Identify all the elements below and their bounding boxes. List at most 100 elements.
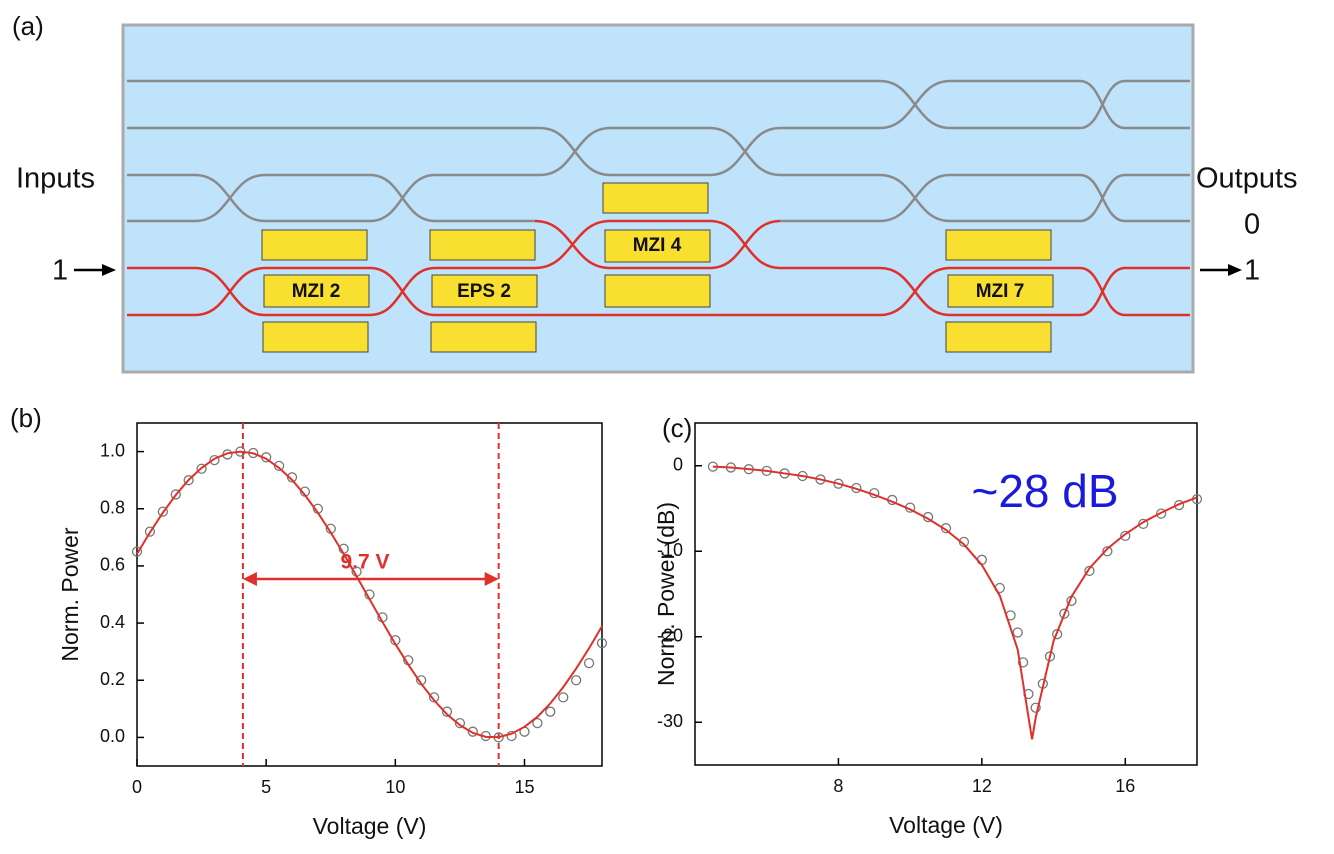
heater — [945, 229, 1052, 261]
data-point — [196, 463, 207, 474]
x-tick-label: 8 — [833, 776, 843, 796]
output-arrow-head — [1228, 264, 1242, 276]
y-tick-label: 0.2 — [100, 669, 125, 689]
y-tick-label: 0.0 — [100, 726, 125, 746]
panel-label: (b) — [10, 403, 42, 433]
data-point — [454, 717, 466, 729]
outputs-label: Outputs — [1196, 163, 1298, 195]
coupler — [369, 266, 436, 317]
x-tick-label: 10 — [385, 777, 405, 797]
coupler — [194, 173, 266, 223]
component-label: MZI 4 — [633, 235, 682, 256]
coupler — [879, 173, 951, 223]
data-point — [183, 475, 194, 486]
data-point — [144, 526, 156, 537]
data-point — [1120, 530, 1131, 542]
data-point — [583, 657, 595, 669]
data-point — [1059, 608, 1070, 619]
y-tick-label: -30 — [657, 711, 683, 731]
arrow-head — [242, 572, 257, 586]
x-tick-label: 12 — [972, 776, 992, 796]
data-point — [976, 554, 988, 565]
y-axis-label: Norm. Power — [57, 527, 83, 662]
heater — [431, 274, 538, 308]
fit-line — [136, 450, 603, 739]
coupler — [1079, 266, 1126, 317]
y-tick-label: -10 — [657, 540, 683, 560]
plot-frame — [136, 422, 603, 767]
plot-frame — [694, 422, 1198, 766]
y-tick-label: 0.6 — [100, 555, 125, 575]
y-tick-label: 0 — [673, 455, 683, 475]
component-label: MZI 7 — [976, 281, 1025, 302]
diagram: MZI 2 EPS 2 MZI 4 MZI 7 (a) Inputs Outpu… — [12, 11, 1298, 374]
x-axis-label: Voltage (V) — [313, 813, 427, 839]
heater — [604, 274, 711, 308]
coupler — [369, 173, 436, 223]
output-port: 0 — [1244, 209, 1260, 241]
y-tick-label: 0.4 — [100, 612, 125, 632]
data-point — [571, 675, 582, 686]
heater — [429, 229, 536, 261]
x-tick-label: 5 — [261, 777, 271, 797]
coupler — [534, 219, 611, 270]
y-tick-label: 1.0 — [100, 440, 125, 460]
y-tick-label: -20 — [657, 626, 683, 646]
data-point — [131, 546, 143, 557]
data-point — [286, 472, 298, 483]
heater — [945, 321, 1052, 353]
output-port: 1 — [1244, 255, 1260, 287]
component-label: EPS 2 — [457, 281, 511, 302]
data-point — [833, 478, 844, 489]
coupler — [879, 79, 951, 130]
data-point — [1012, 627, 1023, 638]
coupler — [1079, 79, 1126, 130]
data-point — [1155, 508, 1167, 519]
component-label: MZI 2 — [292, 281, 341, 302]
data-point — [532, 717, 543, 729]
heater — [263, 274, 370, 308]
data-point — [506, 730, 517, 742]
data-point — [1173, 499, 1185, 511]
heater — [430, 321, 537, 353]
data-point — [1102, 546, 1113, 557]
fit-line — [712, 465, 1198, 740]
x-tick-label: 0 — [132, 777, 142, 797]
data-point — [1084, 565, 1095, 577]
data-point — [157, 506, 168, 517]
heater — [262, 321, 369, 353]
input-port: 1 — [52, 255, 68, 287]
data-point — [428, 692, 440, 703]
data-point — [1138, 518, 1149, 530]
x-axis-label: Voltage (V) — [889, 812, 1003, 838]
data-point — [558, 692, 569, 703]
waveguides — [127, 79, 1190, 317]
data-point — [209, 455, 220, 466]
data-point — [170, 489, 181, 500]
heater — [604, 229, 711, 263]
data-point — [1030, 702, 1041, 713]
coupler — [539, 126, 611, 177]
data-point — [596, 637, 608, 649]
y-tick-label: 0.8 — [100, 498, 125, 518]
data-point — [1017, 657, 1029, 668]
heater — [947, 274, 1054, 308]
coupler — [1079, 173, 1126, 223]
coupler — [879, 266, 951, 317]
x-tick-label: 15 — [514, 777, 534, 797]
annotation: ~28 dB — [971, 465, 1118, 517]
arrow-head — [484, 572, 499, 586]
panel-label: (a) — [12, 11, 44, 41]
coupler — [709, 219, 781, 270]
x-tick-label: 16 — [1115, 776, 1135, 796]
inputs-label: Inputs — [16, 163, 95, 195]
coupler — [709, 126, 781, 177]
y-axis-label: Norm. Power (dB) — [653, 502, 679, 686]
data-point — [1044, 651, 1056, 662]
heater — [602, 182, 709, 214]
data-point — [441, 706, 453, 717]
panel-label: (c) — [662, 413, 692, 443]
heater — [261, 229, 368, 261]
data-point — [467, 726, 478, 737]
